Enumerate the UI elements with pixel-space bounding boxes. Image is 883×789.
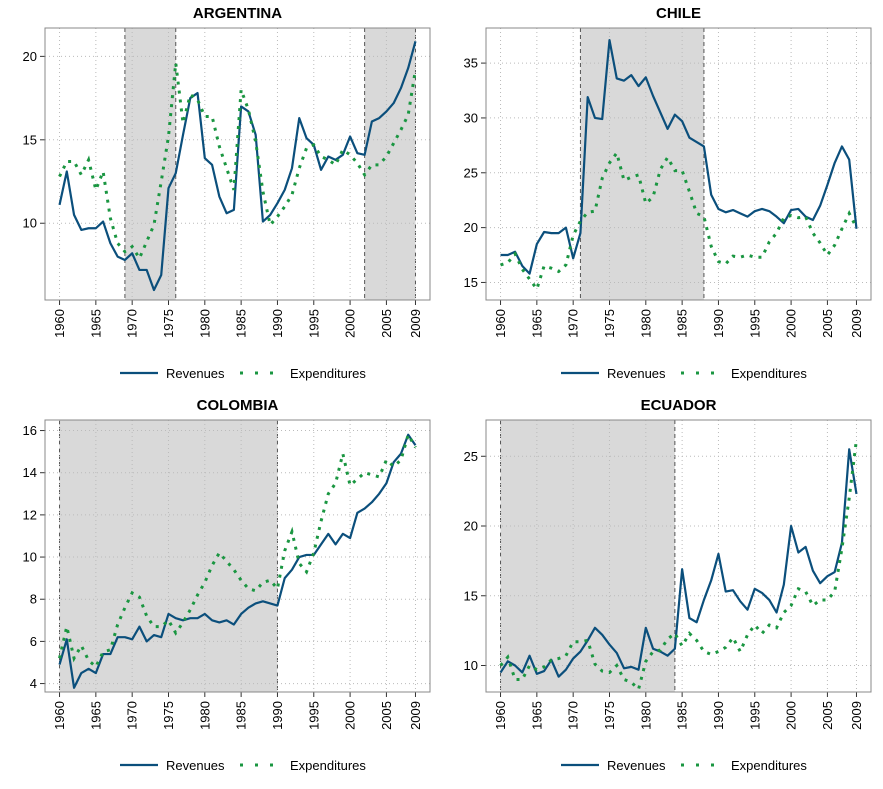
legend-label: Expenditures (731, 758, 807, 773)
chart-panel: CHILE 15 20 25 30 35 1960 1965 1970 1975 1980 1985 1… (464, 5, 872, 381)
x-tick-label: 1990 (711, 309, 726, 338)
shaded-period (500, 420, 675, 692)
y-tick-label: 10 (23, 216, 37, 231)
plot-frame (44, 27, 431, 301)
x-tick-label: 1985 (675, 309, 690, 338)
x-tick-label: 2000 (343, 701, 358, 730)
series-line (58, 62, 417, 262)
legend-label: Expenditures (290, 366, 366, 381)
y-tick-label: 14 (23, 465, 37, 480)
y-tick-label: 16 (23, 423, 37, 438)
legend-label: Revenues (166, 366, 225, 381)
legend-label: Revenues (607, 758, 666, 773)
x-tick-label: 2005 (379, 701, 394, 730)
x-tick-label: 1985 (234, 309, 249, 338)
chart-panel: COLOMBIA 4 6 8 10 12 14 16 1960 1965 1970 1975 1980 1… (23, 397, 431, 773)
x-tick-label: 1975 (161, 701, 176, 730)
x-tick-label: 2009 (849, 309, 864, 338)
y-tick-label: 30 (464, 110, 478, 125)
x-tick-label: 2005 (379, 309, 394, 338)
y-tick-label: 15 (464, 275, 478, 290)
series-line (500, 149, 858, 293)
x-tick-label: 1985 (675, 701, 690, 730)
x-tick-label: 1985 (234, 701, 249, 730)
chart-panel: ARGENTINA 10 15 20 1960 1965 1970 1975 1980 1985 1… (23, 5, 431, 381)
series-line (500, 38, 858, 275)
series-line (58, 433, 417, 689)
y-tick-label: 4 (30, 676, 37, 691)
x-tick-label: 1975 (161, 309, 176, 338)
x-tick-label: 1995 (747, 309, 762, 338)
x-tick-label: 2000 (784, 309, 799, 338)
legend-label: Revenues (607, 366, 666, 381)
y-tick-label: 20 (464, 519, 478, 534)
x-tick-label: 2005 (820, 309, 835, 338)
legend-label: Expenditures (290, 758, 366, 773)
x-tick-label: 1975 (602, 309, 617, 338)
x-tick-label: 1965 (529, 309, 544, 338)
y-tick-label: 6 (30, 634, 37, 649)
chart-panel: ECUADOR 10 15 20 25 1960 1965 1970 1975 1980 1985 1… (464, 397, 872, 773)
x-tick-label: 1960 (493, 309, 508, 338)
x-tick-label: 1960 (52, 309, 67, 338)
x-tick-label: 1980 (197, 309, 212, 338)
y-tick-label: 25 (464, 165, 478, 180)
x-tick-label: 1995 (306, 701, 321, 730)
chart-title: COLOMBIA (197, 397, 279, 414)
x-tick-label: 1980 (638, 309, 653, 338)
x-tick-label: 1990 (711, 701, 726, 730)
x-tick-label: 2009 (408, 309, 423, 338)
x-tick-label: 1980 (638, 701, 653, 730)
y-tick-label: 25 (464, 449, 478, 464)
y-tick-label: 20 (23, 49, 37, 64)
x-tick-label: 1970 (125, 701, 140, 730)
y-tick-label: 15 (464, 588, 478, 603)
plot-frame (44, 419, 431, 693)
x-tick-label: 1970 (566, 701, 581, 730)
x-tick-label: 1965 (529, 701, 544, 730)
x-tick-label: 2005 (820, 701, 835, 730)
legend-label: Expenditures (731, 366, 807, 381)
x-tick-label: 1995 (747, 701, 762, 730)
x-tick-label: 1965 (88, 701, 103, 730)
x-tick-label: 1965 (88, 309, 103, 338)
series-line (58, 41, 417, 292)
legend-label: Revenues (166, 758, 225, 773)
y-tick-label: 12 (23, 507, 37, 522)
chart-title: ECUADOR (641, 397, 717, 414)
series-line (499, 448, 858, 678)
y-tick-label: 15 (23, 132, 37, 147)
x-tick-label: 2009 (849, 701, 864, 730)
x-tick-label: 1990 (270, 701, 285, 730)
x-tick-label: 1990 (270, 309, 285, 338)
x-tick-label: 1970 (566, 309, 581, 338)
x-tick-label: 1960 (493, 701, 508, 730)
y-tick-label: 20 (464, 220, 478, 235)
chart-title: CHILE (656, 5, 701, 22)
x-tick-label: 2009 (408, 701, 423, 730)
plot-frame (485, 419, 872, 693)
series-line (499, 439, 858, 693)
x-tick-label: 2000 (343, 309, 358, 338)
x-tick-label: 1995 (306, 309, 321, 338)
x-tick-label: 1960 (52, 701, 67, 730)
y-tick-label: 35 (464, 56, 478, 71)
x-tick-label: 1975 (602, 701, 617, 730)
y-tick-label: 10 (464, 658, 478, 673)
shaded-period (580, 28, 704, 300)
x-tick-label: 1970 (125, 309, 140, 338)
x-tick-label: 1980 (197, 701, 212, 730)
y-tick-label: 8 (30, 592, 37, 607)
chart-title: ARGENTINA (193, 5, 282, 22)
plot-frame (485, 27, 872, 301)
y-tick-label: 10 (23, 550, 37, 565)
x-tick-label: 2000 (784, 701, 799, 730)
